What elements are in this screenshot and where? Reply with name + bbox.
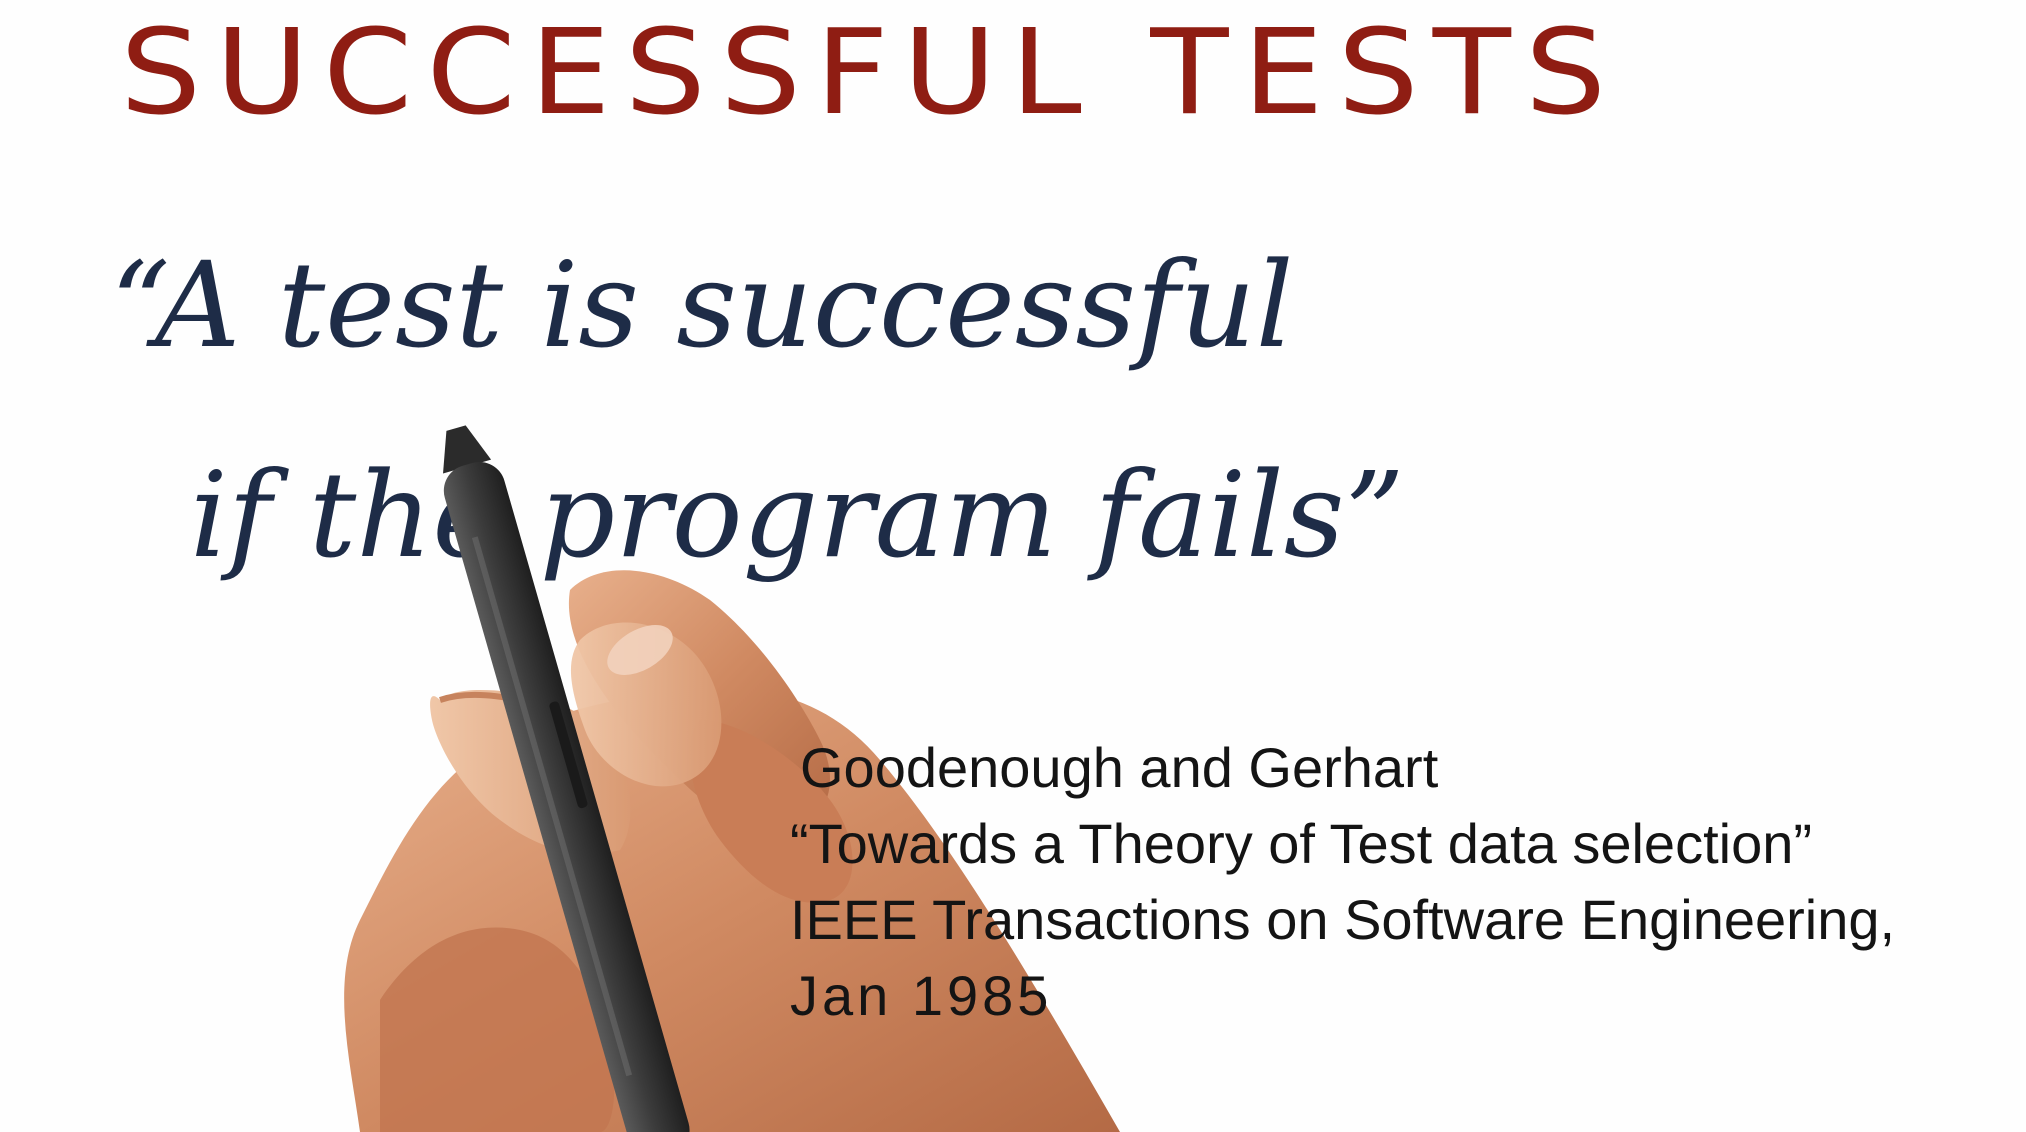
citation-venue: IEEE Transactions on Software Engineerin…: [790, 888, 1896, 951]
slide-title: SUCCESSFUL TESTS: [120, 4, 1621, 142]
citation-authors: Goodenough and Gerhart: [800, 736, 1439, 799]
fingernail-shape: [607, 625, 673, 675]
citation-date: Jan 1985: [790, 964, 1053, 1027]
quote-line-2: if the program fails”: [190, 446, 1405, 584]
stylus-tip: [443, 425, 492, 474]
citation-paper-title: “Towards a Theory of Test data selection…: [790, 812, 1812, 875]
quote-line-1: “A test is successful: [110, 236, 1294, 374]
quote-text: “A test is successful if the program fai…: [110, 200, 1405, 620]
citation-block: Goodenough and Gerhart “Towards a Theory…: [790, 730, 1895, 1034]
stylus-pen: [443, 425, 690, 1132]
